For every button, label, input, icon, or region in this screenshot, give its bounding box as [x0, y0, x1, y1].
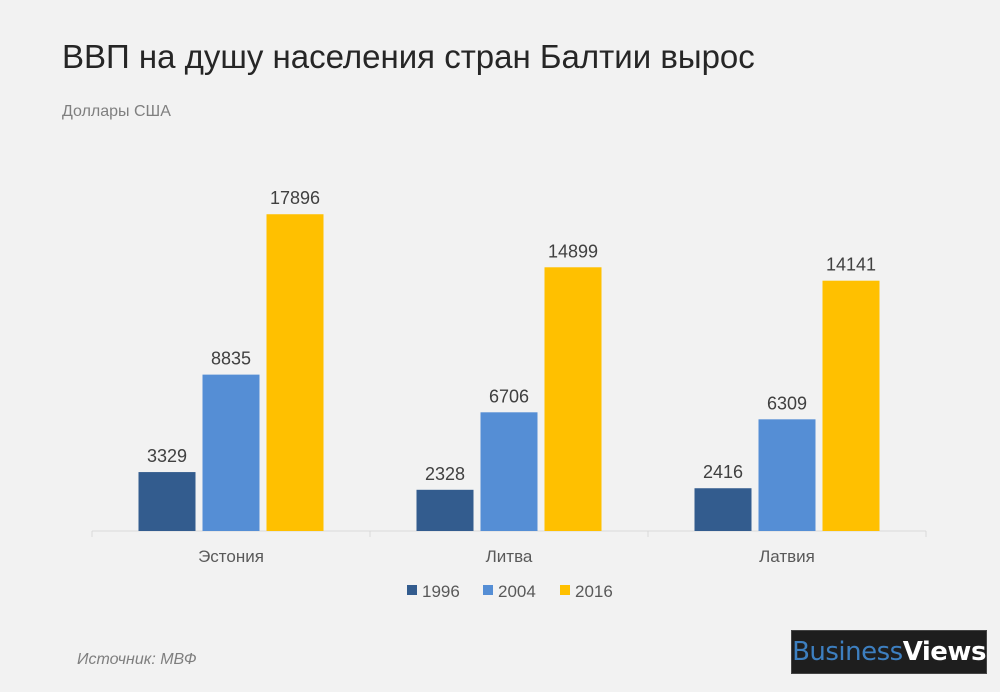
- bar-2004: [202, 374, 260, 531]
- legend-label: 2016: [575, 582, 613, 601]
- data-label: 3329: [147, 446, 187, 466]
- legend-swatch-1996: [407, 585, 417, 595]
- data-label: 8835: [211, 349, 251, 369]
- bar-2004: [480, 412, 538, 531]
- legend-swatch-2016: [560, 585, 570, 595]
- data-label: 2416: [703, 462, 743, 482]
- businessviews-logo: Business Views: [791, 630, 987, 674]
- chart-subtitle: Доллары США: [62, 103, 171, 120]
- data-label: 14141: [826, 255, 876, 275]
- category-label: Эстония: [198, 547, 264, 566]
- legend-swatch-2004: [483, 585, 493, 595]
- source-note: Источник: МВФ: [77, 651, 197, 668]
- bar-1996: [138, 472, 196, 531]
- bar-1996: [694, 488, 752, 531]
- legend-label: 1996: [422, 582, 460, 601]
- logo-text-views: Views: [902, 637, 987, 667]
- bar-2004: [758, 419, 816, 531]
- bar-2016: [266, 214, 324, 532]
- data-label: 6706: [489, 386, 529, 406]
- category-label: Литва: [486, 547, 533, 566]
- data-label: 2328: [425, 464, 465, 484]
- chart-title: ВВП на душу населения стран Балтии вырос: [62, 38, 755, 75]
- category-label: Латвия: [759, 547, 815, 566]
- legend-label: 2004: [498, 582, 536, 601]
- bar-1996: [416, 489, 474, 531]
- data-label: 6309: [767, 393, 807, 413]
- logo-text-business: Business: [792, 637, 903, 667]
- data-label: 17896: [270, 188, 320, 208]
- bar-2016: [822, 280, 880, 531]
- bar-2016: [544, 267, 602, 531]
- data-label: 14899: [548, 241, 598, 261]
